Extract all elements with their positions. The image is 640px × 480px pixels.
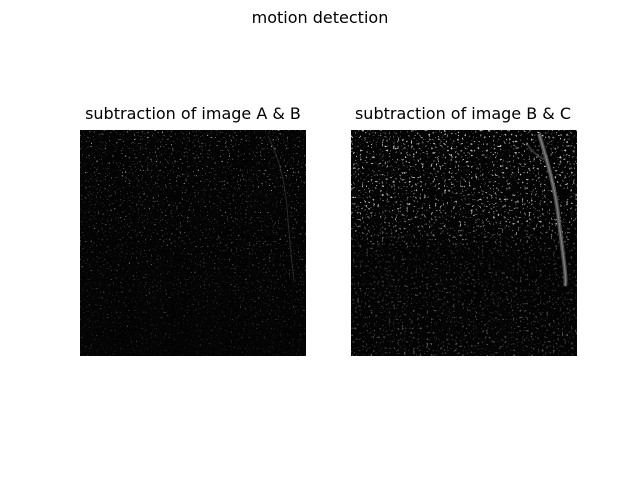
difference-image-bc: [351, 130, 577, 356]
figure-title: motion detection: [251, 8, 389, 27]
difference-image-ab: [80, 130, 306, 356]
panel-title-bc: subtraction of image B & C: [354, 104, 572, 123]
panel-title-ab: subtraction of image A & B: [85, 104, 301, 123]
